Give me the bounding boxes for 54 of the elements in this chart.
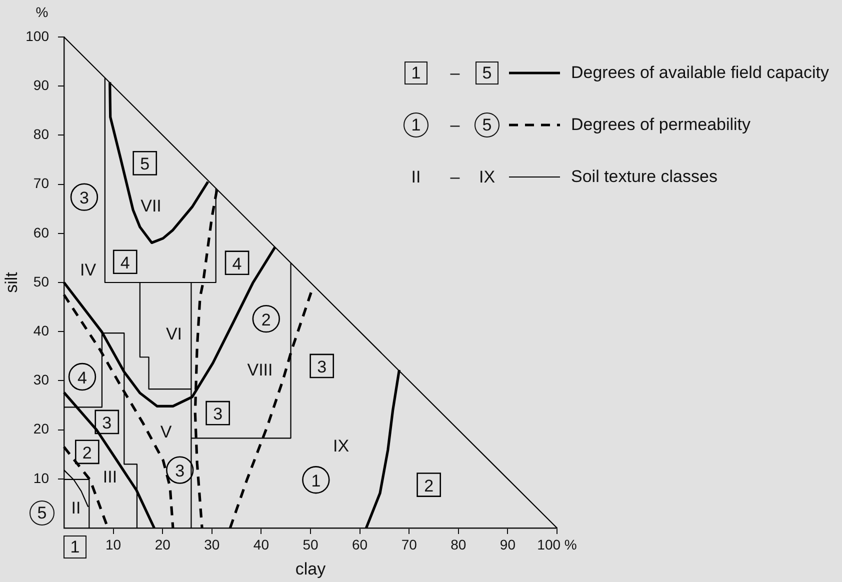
y-tick-label: 20 [33, 420, 50, 437]
y-tick-label: 10 [33, 470, 50, 486]
y-tick-label: 70 [33, 175, 50, 192]
annotation: III [102, 468, 118, 486]
annotation: II [71, 498, 81, 518]
annotation: VII [140, 196, 162, 216]
x-tick-label: 70 [401, 536, 418, 552]
legend-label: Soil texture classes [571, 167, 718, 187]
annotation: 3 [102, 413, 112, 432]
x-tick-label: 90 [500, 536, 516, 552]
text: 1 – 5 [411, 116, 492, 134]
text: – [450, 64, 460, 82]
y-tick-label: 90 [33, 76, 50, 93]
annotation: 4 [120, 253, 130, 272]
annotation: VI [166, 324, 182, 344]
x-tick-label: 100 % [537, 536, 577, 552]
legend-label: Degrees of available field capacity [571, 63, 829, 83]
annotation: IV [80, 260, 96, 280]
x-tick-label: 30 [204, 536, 220, 552]
annotation: V [160, 422, 172, 442]
annotation: 1 [311, 471, 321, 490]
x-tick-label: 80 [450, 536, 466, 552]
annotation: 4 [78, 368, 87, 388]
text: 5 [37, 504, 47, 522]
y-tick-label: 60 [33, 224, 50, 240]
annotation: 2 [261, 310, 271, 330]
annotation: IX [332, 436, 350, 456]
y-tick-label: 40 [33, 322, 50, 338]
annotation: 3 [175, 462, 185, 481]
text: % [36, 4, 48, 20]
annotation: VIII [247, 360, 273, 380]
annotation: 5 [140, 154, 150, 174]
annotation: 1 [411, 64, 421, 82]
x-tick-label: 20 [154, 536, 171, 552]
y-tick-label: 80 [33, 126, 50, 142]
x-axis-title: clay [295, 559, 326, 578]
y-axis-title: silt [2, 272, 21, 293]
annotation: 5 [482, 64, 492, 82]
annotation: 2 [424, 476, 434, 496]
x-tick-label: 60 [352, 536, 368, 552]
y-tick-label: 100 [26, 28, 50, 44]
y-tick-label: 30 [33, 372, 50, 388]
annotation: 4 [232, 254, 242, 274]
annotation: 2 [82, 443, 92, 462]
annotation: 3 [213, 404, 223, 424]
y-tick-label: 50 [33, 273, 50, 290]
annotation: 3 [79, 188, 89, 208]
x-tick-label: 40 [253, 536, 270, 552]
legend-label: Degrees of permeability [571, 115, 751, 135]
text: 1 [70, 538, 80, 556]
text: II – IX [411, 168, 496, 186]
x-tick-label: 50 [302, 536, 318, 552]
x-tick-label: 10 [106, 536, 122, 552]
annotation: 3 [317, 357, 327, 376]
